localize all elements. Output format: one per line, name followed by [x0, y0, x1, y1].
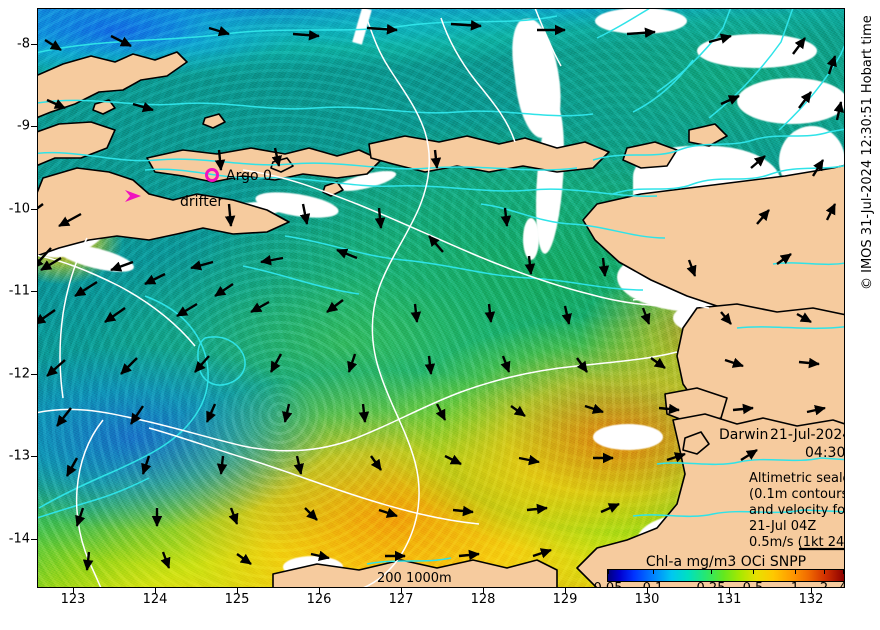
y-tick-label: -9 [17, 118, 30, 134]
velocity-scale-arrow-icon [799, 547, 845, 551]
x-tick [401, 588, 402, 594]
altimetry-note-line-4: 21-Jul 04Z [749, 519, 817, 534]
x-tick [237, 588, 238, 594]
land-layer [37, 51, 845, 588]
cloud-patch [523, 218, 539, 260]
cloud-patch [593, 424, 663, 450]
x-tick-label: 124 [142, 592, 168, 607]
map-datetime-line-2: 04:30Z [805, 445, 845, 461]
x-tick-label: 131 [716, 592, 742, 607]
colorbar-tick-label: 0.05 [594, 581, 623, 588]
x-tick-label: 125 [224, 592, 250, 607]
y-tick [31, 44, 37, 45]
velocity-vector-layer [37, 20, 844, 571]
colorbar-tick-label: 0.25 [697, 581, 726, 588]
colorbar-tick [753, 569, 754, 574]
x-tick-label: 123 [60, 592, 86, 607]
argo-legend-label: Argo 0 [226, 168, 272, 184]
y-tick [31, 126, 37, 127]
platform-marker-layer [125, 190, 141, 202]
x-tick-label: 132 [798, 592, 824, 607]
colorbar-tick [843, 569, 844, 574]
colorbar-tick [711, 569, 712, 574]
colorbar-title: Chl-a mg/m3 OCi SNPP [645, 554, 807, 570]
y-tick [31, 456, 37, 457]
colorbar-tick-label: 4 [839, 581, 845, 588]
colorbar-tick-label: 0.5 [743, 581, 764, 588]
x-tick-label: 128 [470, 592, 496, 607]
x-tick-label: 129 [552, 592, 578, 607]
cloud-patch [737, 78, 845, 124]
x-tick-label: 126 [306, 592, 332, 607]
y-tick-label: -8 [17, 36, 30, 52]
y-tick [31, 539, 37, 540]
drifter-arrow-glyph [125, 190, 141, 202]
x-tick-label: 127 [388, 592, 414, 607]
y-tick-label: -14 [8, 531, 30, 547]
colorbar-tick [608, 569, 609, 574]
y-tick-label: -12 [8, 366, 30, 382]
y-tick-label: -13 [8, 448, 30, 464]
altimetry-note-line-1: Altimetric sealevel [749, 471, 845, 486]
colorbar-tick [795, 569, 796, 574]
colorbar-tick [653, 569, 654, 574]
credit-container: © IMOS 31-Jul-2024 12:30:51 Hobart time [856, 15, 876, 291]
sealevel-contour-group [37, 8, 710, 588]
x-tick [73, 588, 74, 594]
drifter-legend-label: drifter [180, 194, 224, 210]
map-plot-area[interactable]: Argo 0 drifter Darwin 21-Jul-2024 04:30Z… [37, 8, 845, 588]
x-tick [729, 588, 730, 594]
x-tick [483, 588, 484, 594]
x-tick-label: 130 [634, 592, 660, 607]
y-tick-label: -11 [8, 283, 30, 299]
map-datetime-line-1: 21-Jul-2024 [770, 427, 845, 443]
y-tick [31, 291, 37, 292]
altimetry-note-line-5: 0.5m/s (1kt 24h) [749, 535, 845, 550]
colorbar-tick [824, 569, 825, 574]
x-tick [155, 588, 156, 594]
cloud-patch [595, 8, 687, 34]
city-label-darwin: Darwin [719, 427, 769, 443]
colorbar-tick-label: 1 [791, 581, 799, 588]
y-tick-label: -10 [8, 201, 30, 217]
altimetry-note-line-3: and velocity for [749, 503, 845, 518]
y-tick [31, 374, 37, 375]
x-tick [319, 588, 320, 594]
depth-contour-legend-label: 200 1000m [377, 571, 452, 586]
imos-credit-text: © IMOS 31-Jul-2024 12:30:51 Hobart time [860, 15, 875, 290]
y-tick [31, 209, 37, 210]
x-tick [811, 588, 812, 594]
colorbar-tick-label: 0.1 [643, 581, 664, 588]
colorbar-tick-label: 2 [820, 581, 828, 588]
x-tick [565, 588, 566, 594]
argo-float-marker-icon [205, 168, 219, 182]
altimetry-note-line-2: (0.1m contours) [749, 487, 845, 502]
velocity-arrows [37, 20, 844, 571]
x-tick [647, 588, 648, 594]
